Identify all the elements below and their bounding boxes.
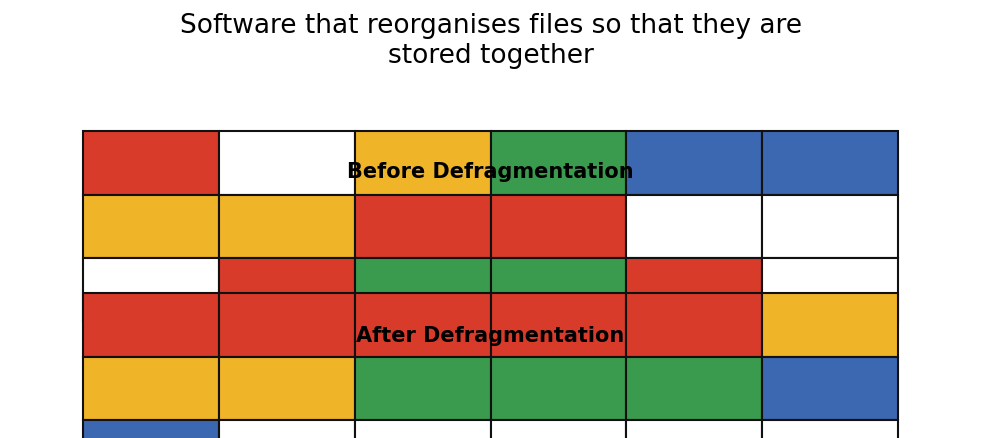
Bar [83,258,219,322]
Bar [219,258,355,322]
Bar [83,195,219,258]
Bar [219,131,355,195]
Bar [626,131,762,195]
Bar [219,420,355,438]
Bar [762,420,898,438]
Bar [355,195,490,258]
Bar [355,258,490,322]
Bar [762,293,898,357]
Bar [355,420,490,438]
Bar [626,420,762,438]
Bar [490,420,626,438]
Text: Before Defragmentation: Before Defragmentation [347,162,634,182]
Bar [83,293,219,357]
Bar [355,293,490,357]
Bar [762,131,898,195]
Bar [355,131,490,195]
Text: After Defragmentation: After Defragmentation [356,326,625,346]
Bar [490,195,626,258]
Bar [490,258,626,322]
Bar [490,357,626,420]
Bar [490,131,626,195]
Text: Software that reorganises files so that they are
stored together: Software that reorganises files so that … [180,13,801,69]
Bar [219,357,355,420]
Bar [83,420,219,438]
Bar [626,195,762,258]
Bar [490,293,626,357]
Bar [83,131,219,195]
Bar [219,293,355,357]
Bar [626,293,762,357]
Bar [219,195,355,258]
Bar [762,357,898,420]
Bar [762,258,898,322]
Bar [626,258,762,322]
Bar [83,357,219,420]
Bar [762,195,898,258]
Bar [626,357,762,420]
Bar [355,357,490,420]
